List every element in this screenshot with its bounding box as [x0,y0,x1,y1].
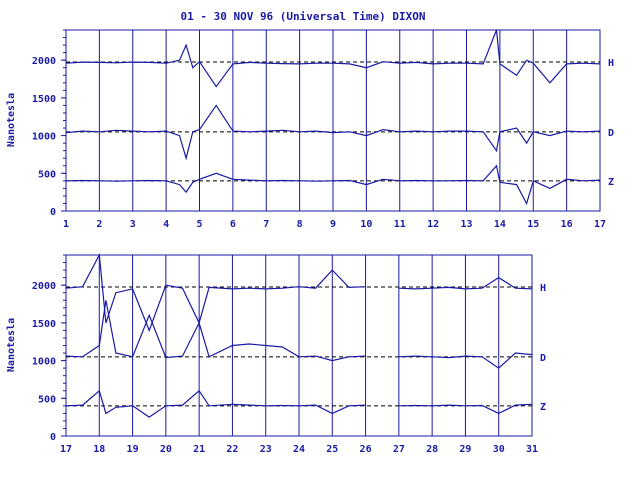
x-tick-label: 10 [360,219,372,230]
x-tick-label: 22 [226,444,238,455]
y-tick-label: 0 [50,432,56,443]
y-axis-label-bottom: Nanotesla [6,318,17,372]
x-tick-label: 13 [460,219,472,230]
chart-title: 01 - 30 NOV 96 (Universal Time) DIXON [180,10,425,23]
x-tick-label: 25 [326,444,338,455]
x-tick-label: 9 [330,219,336,230]
series-line-h [65,29,601,88]
x-tick-label: 11 [394,219,406,230]
series-line-d [65,104,601,161]
x-tick-label: 30 [493,444,505,455]
y-tick-label: 0 [50,207,56,218]
x-tick-label: 14 [494,219,506,230]
series-line-h [65,252,366,333]
x-tick-label: 12 [427,219,439,230]
x-tick-label: 1 [63,219,69,230]
x-tick-label: 3 [130,219,136,230]
x-tick-label: 15 [527,219,539,230]
series-line-z [65,389,366,418]
series-label-z: Z [540,402,546,413]
y-tick-label: 500 [38,169,56,180]
bottom-panel: 17 18 19 20 21 22 23 24 25 26 27 28 29 30 31 0 500 1000 15… [32,252,546,455]
series-label-d: D [540,353,546,364]
x-tick-label: 24 [293,444,305,455]
series-label-h: H [540,283,546,294]
y-tick-label: 1000 [32,132,56,143]
series-line-z [398,403,533,415]
y-tick-label: 1000 [32,357,56,368]
x-tick-label: 27 [393,444,405,455]
x-tick-label: 8 [297,219,303,230]
top-panel: 1 2 3 4 5 6 7 8 9 10 11 12 13 14 15 16 17050010001500200… [32,29,614,230]
x-tick-label: 31 [526,444,538,455]
series-line-h [398,276,533,290]
y-axis-label-top: Nanotesla [6,93,17,147]
x-tick-label: 5 [196,219,202,230]
x-tick-label: 26 [360,444,372,455]
x-tick-label: 4 [163,219,169,230]
x-tick-label: 20 [160,444,172,455]
series-line-d [65,300,366,362]
series-label-d: D [608,128,614,139]
series-label-z: Z [608,177,614,188]
x-tick-label: 29 [459,444,471,455]
x-tick-label: 17 [60,444,72,455]
series-line-z [65,164,601,206]
y-tick-label: 1500 [32,94,56,105]
x-tick-label: 2 [96,219,102,230]
x-tick-label: 28 [426,444,438,455]
x-tick-label: 6 [230,219,236,230]
y-tick-label: 500 [38,394,56,405]
y-tick-label: 1500 [32,319,56,330]
x-tick-label: 17 [594,219,606,230]
series-label-h: H [608,58,614,69]
x-tick-label: 19 [127,444,139,455]
y-tick-label: 2000 [32,56,56,67]
x-tick-label: 18 [93,444,105,455]
series-line-d [398,352,533,369]
x-tick-label: 7 [263,219,269,230]
y-tick-label: 2000 [32,281,56,292]
x-tick-label: 21 [193,444,205,455]
x-tick-label: 23 [260,444,272,455]
x-tick-label: 16 [561,219,573,230]
